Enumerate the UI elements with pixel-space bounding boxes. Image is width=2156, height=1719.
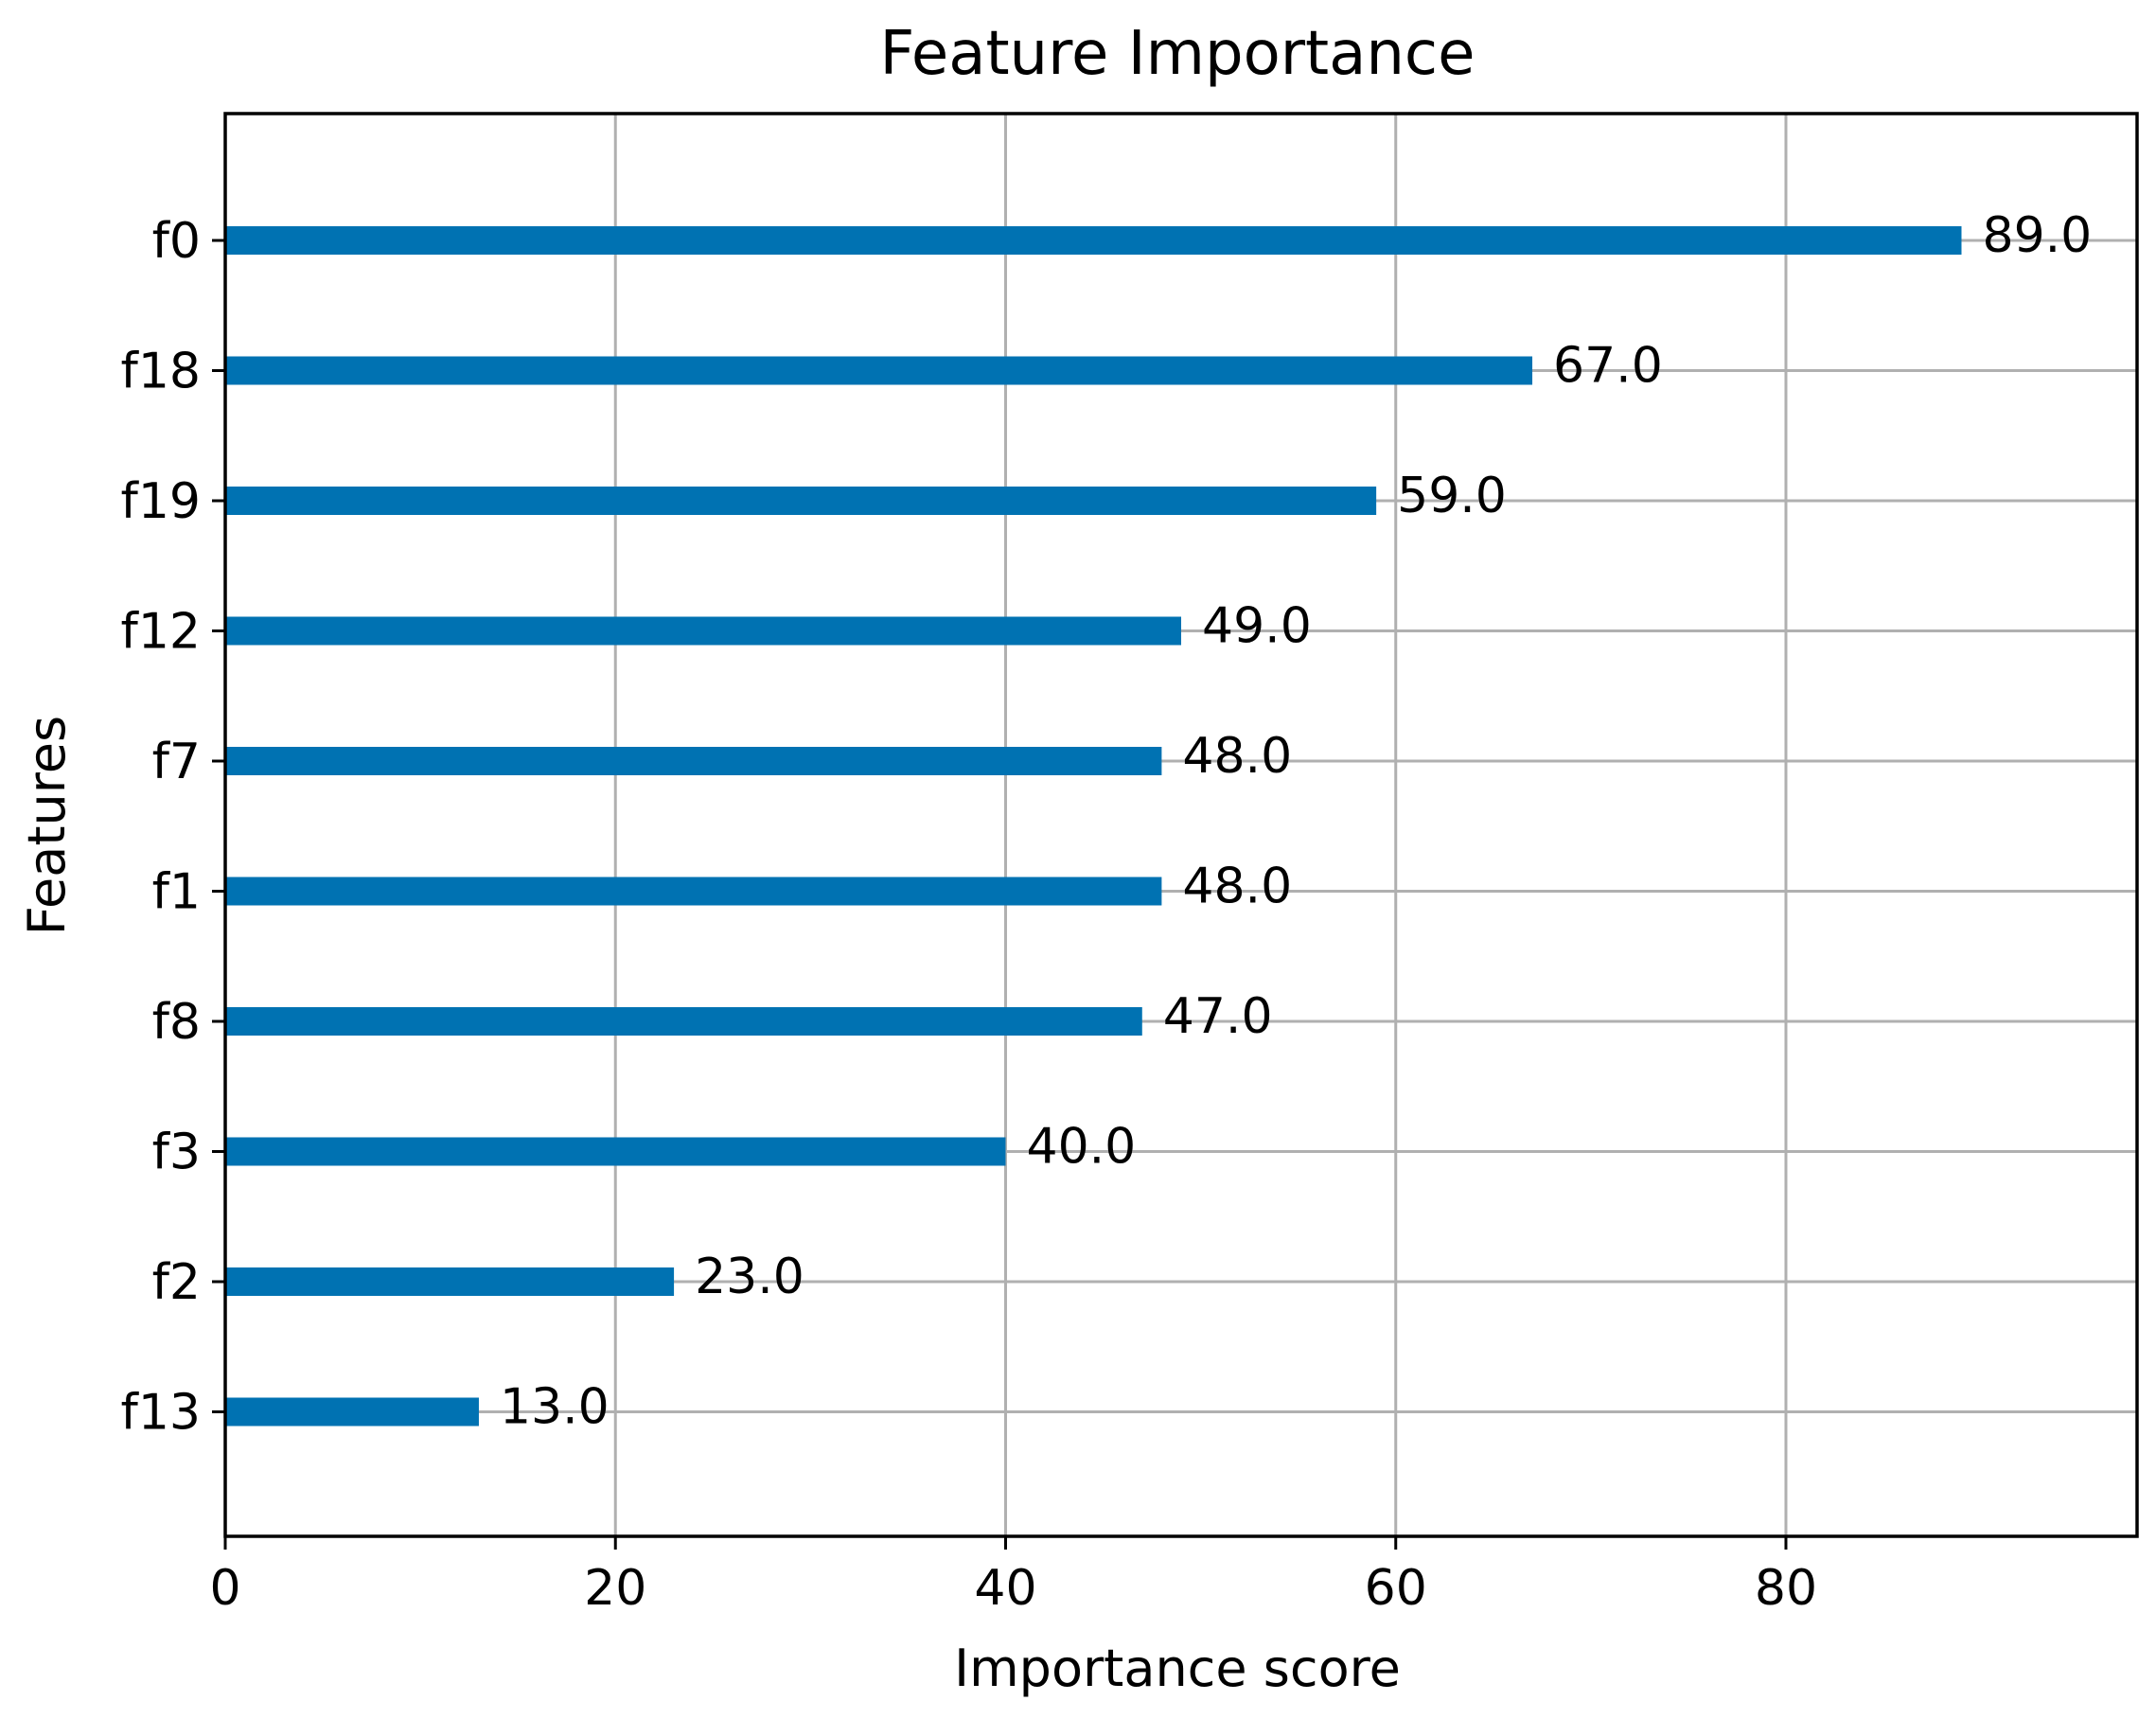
y-tick-label: f18 (121, 344, 201, 400)
data-label: 23.0 (695, 1249, 804, 1305)
y-tick-label: f0 (152, 213, 201, 270)
bar (225, 226, 1962, 255)
data-label: 40.0 (1026, 1119, 1136, 1176)
y-tick-label: f3 (152, 1125, 201, 1181)
bar (225, 356, 1533, 385)
bar (225, 747, 1162, 775)
y-axis-ticks: f0 f18 f19 f12 f7 f1 f8 f3 f2 f13 (121, 213, 225, 1442)
bar (225, 1007, 1142, 1036)
bar (225, 487, 1377, 515)
y-tick-label: f2 (152, 1254, 201, 1311)
y-tick-label: f13 (121, 1385, 201, 1442)
bar (225, 1397, 479, 1427)
x-tick-label: 80 (1755, 1560, 1817, 1617)
y-tick-label: f1 (152, 864, 201, 921)
plot-frame (223, 112, 2139, 1538)
x-tick-label: 40 (974, 1560, 1036, 1617)
y-tick-label: f7 (152, 734, 201, 790)
grid-layer (223, 114, 2137, 1536)
y-tick-label: f8 (152, 994, 201, 1051)
y-tick-label: f12 (121, 604, 201, 661)
y-axis-label: Features (17, 716, 77, 935)
data-label: 49.0 (1202, 598, 1312, 655)
data-label: 48.0 (1182, 728, 1292, 785)
data-label: 67.0 (1553, 338, 1663, 395)
chart-title: Feature Importance (880, 19, 1476, 89)
bar (225, 877, 1162, 906)
data-label: 47.0 (1163, 988, 1273, 1045)
bar-layer (225, 226, 1962, 1427)
data-label-layer: 89.0 67.0 59.0 49.0 48.0 48.0 47.0 40.0 23.0 13.0 (500, 207, 2092, 1436)
y-tick-label: f19 (121, 473, 201, 530)
x-tick-label: 20 (584, 1560, 646, 1617)
x-axis-ticks: 0 20 40 60 80 (209, 1536, 1817, 1617)
bar (225, 616, 1181, 646)
data-label: 48.0 (1182, 859, 1292, 915)
data-label: 89.0 (1982, 207, 2092, 264)
data-label: 59.0 (1397, 468, 1507, 524)
x-tick-label: 0 (209, 1560, 240, 1617)
bar (225, 1137, 1006, 1166)
x-axis-label: Importance score (954, 1639, 1401, 1698)
bar (225, 1267, 675, 1296)
x-tick-label: 60 (1365, 1560, 1427, 1617)
data-label: 13.0 (500, 1379, 610, 1436)
